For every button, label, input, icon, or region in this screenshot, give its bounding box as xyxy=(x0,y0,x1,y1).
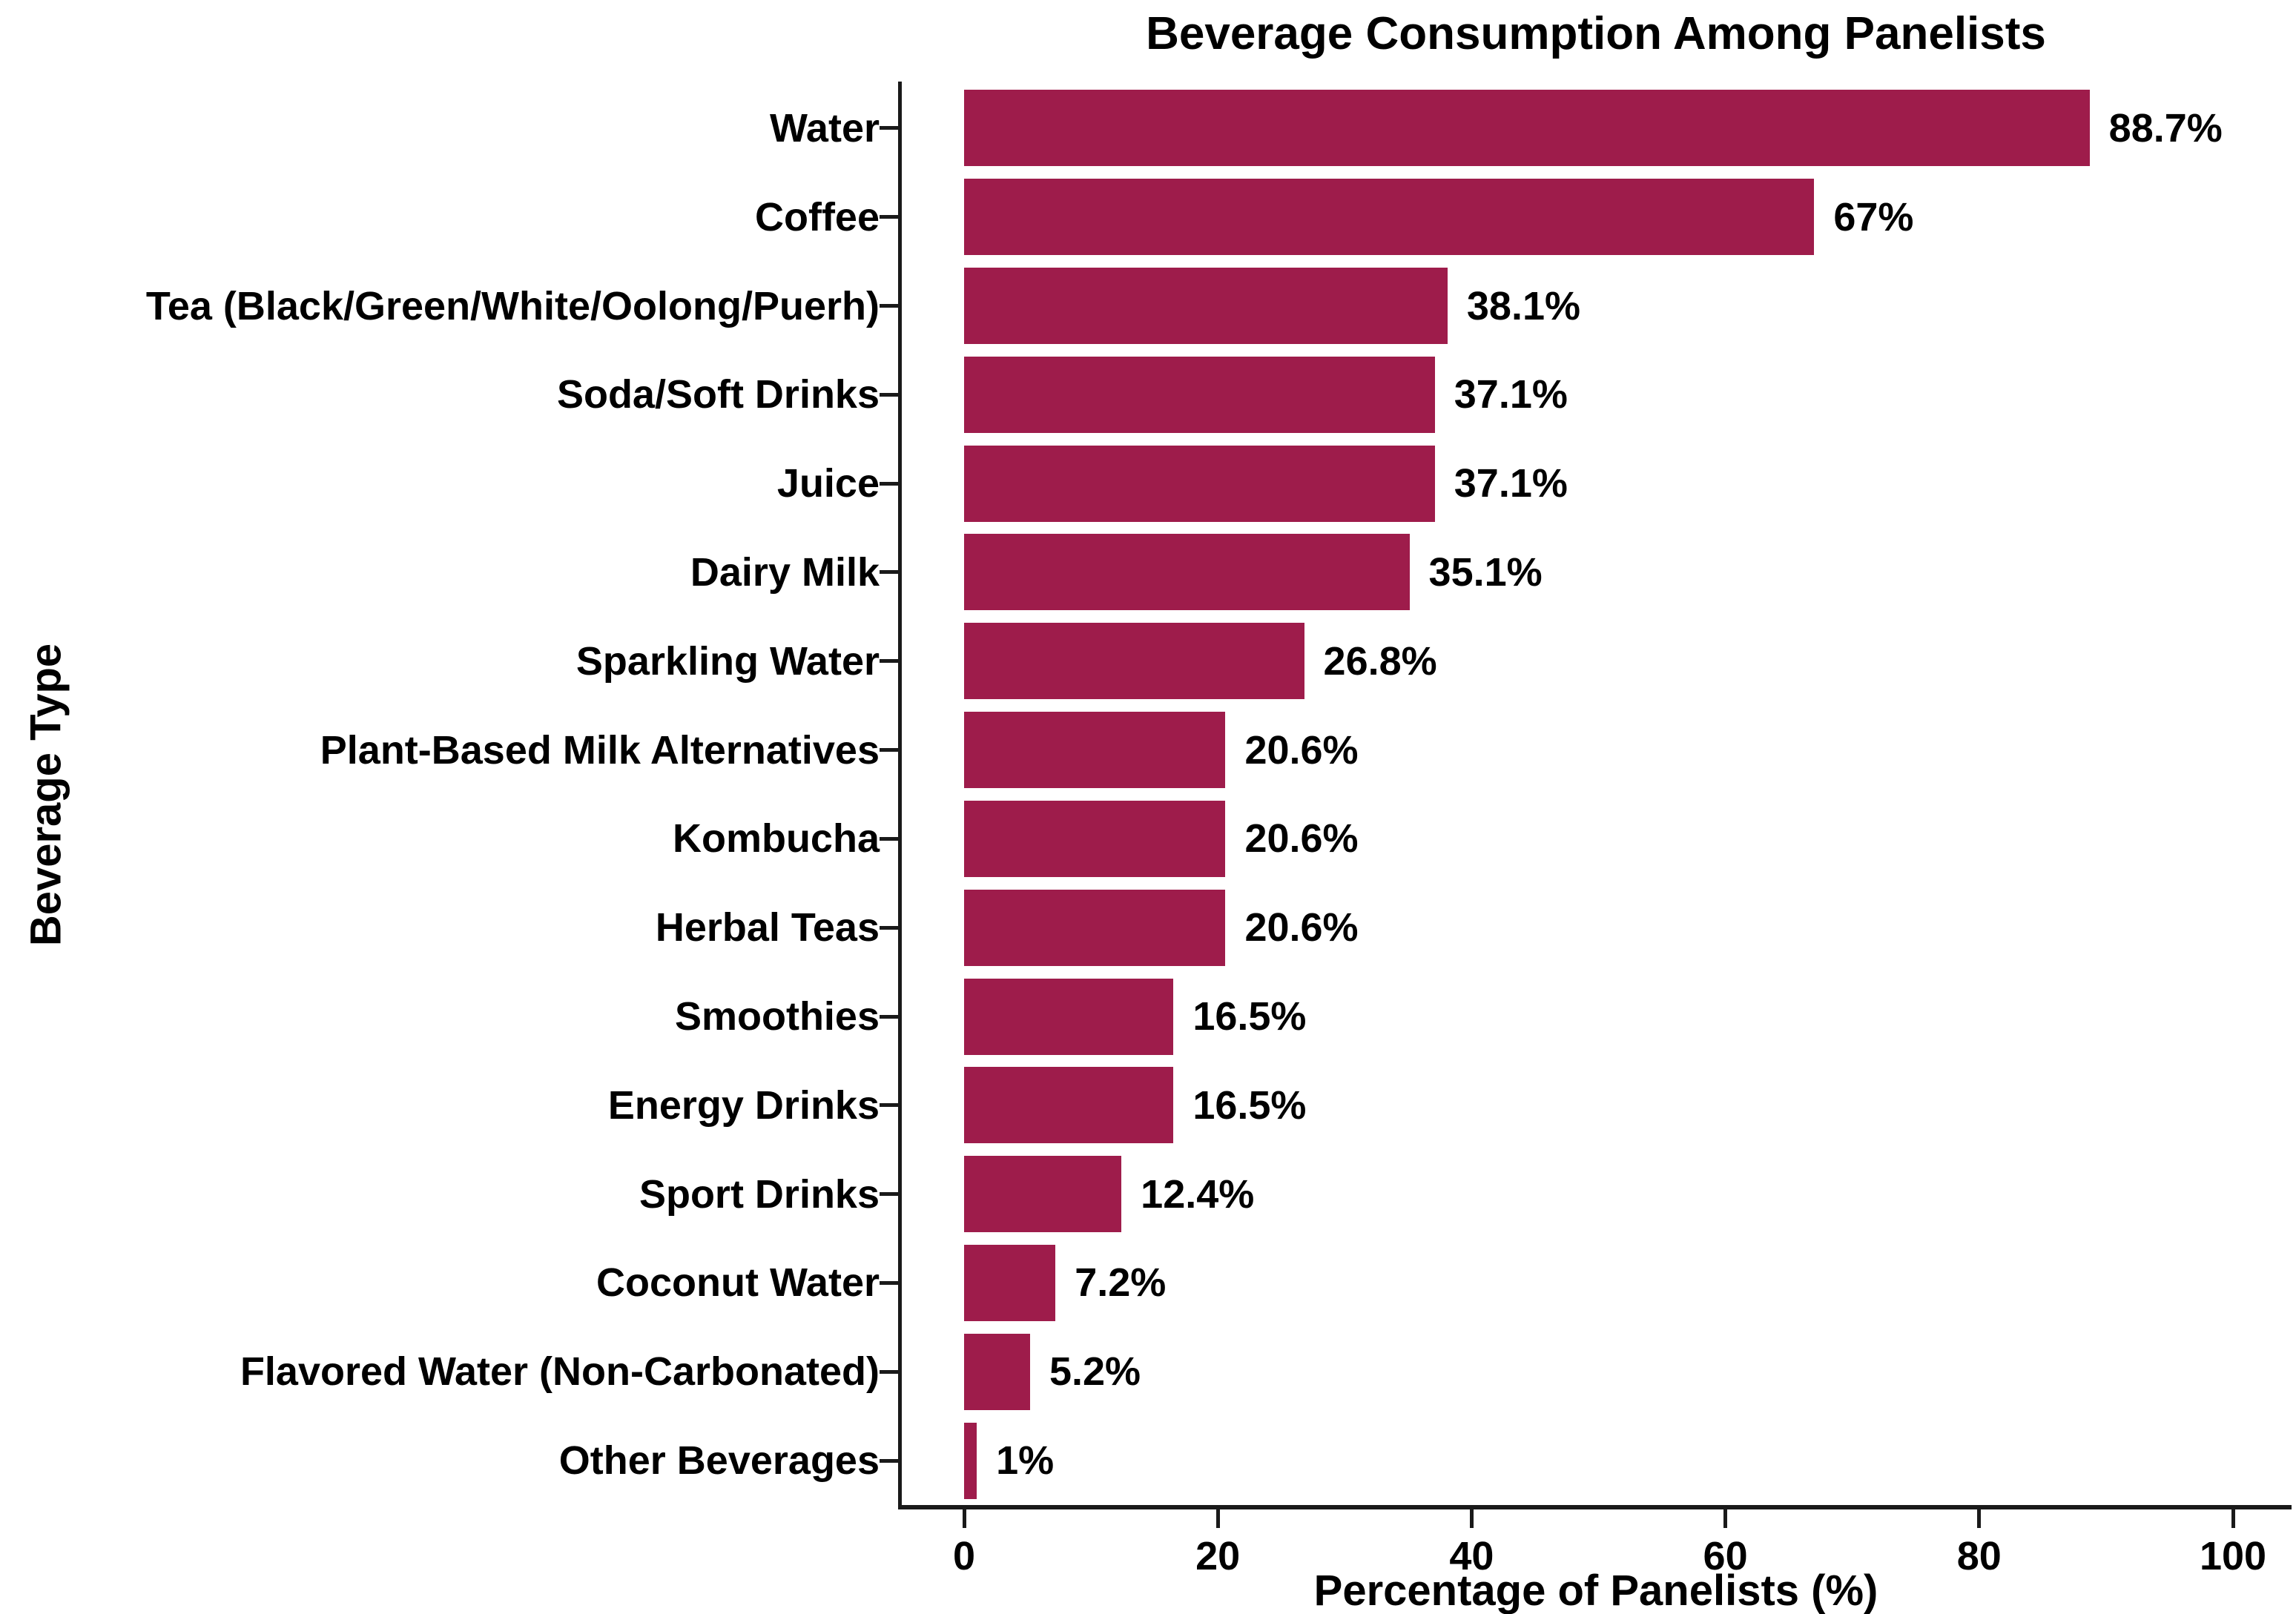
value-label: 20.6% xyxy=(1244,905,1359,950)
category-label: Smoothies xyxy=(674,994,880,1039)
y-axis-tick xyxy=(880,304,898,308)
x-axis-title: Percentage of Panelists (%) xyxy=(1313,1567,1878,1614)
category-label: Tea (Black/Green/White/Oolong/Puerh) xyxy=(145,283,880,328)
y-axis-tick xyxy=(880,1280,898,1285)
x-axis-tick-label: 80 xyxy=(1956,1534,2002,1578)
category-label: Coconut Water xyxy=(596,1260,880,1306)
category-label: Herbal Teas xyxy=(655,905,880,950)
value-label: 67% xyxy=(1833,194,1914,239)
y-axis-tick xyxy=(880,1369,898,1374)
x-axis-tick-label: 100 xyxy=(2199,1534,2267,1578)
bar xyxy=(964,179,1815,256)
value-label: 35.1% xyxy=(1428,549,1543,595)
value-label: 16.5% xyxy=(1192,994,1307,1039)
bar xyxy=(964,623,1304,700)
y-axis-tick xyxy=(880,570,898,575)
y-axis-tick xyxy=(880,392,898,397)
category-label: Sparkling Water xyxy=(575,638,880,684)
x-axis-tick xyxy=(1977,1509,1982,1528)
bar xyxy=(964,800,1226,877)
category-label: Plant-Based Milk Alternatives xyxy=(320,727,880,773)
y-axis-title: Beverage Type xyxy=(22,643,70,947)
category-label: Energy Drinks xyxy=(607,1082,880,1128)
value-label: 5.2% xyxy=(1049,1349,1141,1395)
value-label: 20.6% xyxy=(1244,816,1359,861)
bar xyxy=(964,90,2090,167)
chart-title: Beverage Consumption Among Panelists xyxy=(1146,8,2046,59)
bar xyxy=(964,1067,1174,1144)
x-axis-tick xyxy=(1215,1509,1220,1528)
value-label: 37.1% xyxy=(1454,372,1568,417)
category-label: Kombucha xyxy=(672,816,880,861)
category-label: Flavored Water (Non-Carbonated) xyxy=(240,1349,880,1395)
x-axis-line xyxy=(898,1505,2292,1509)
value-label: 88.7% xyxy=(2108,105,2223,151)
bar xyxy=(964,889,1226,966)
y-axis-tick xyxy=(880,1103,898,1108)
x-axis-tick-label: 60 xyxy=(1703,1534,1748,1578)
bar xyxy=(964,534,1410,611)
y-axis-tick xyxy=(880,748,898,753)
bar xyxy=(964,1244,1056,1321)
x-axis-tick-label: 40 xyxy=(1449,1534,1494,1578)
x-axis-tick xyxy=(1469,1509,1474,1528)
y-axis-tick xyxy=(880,659,898,664)
bar xyxy=(964,1422,977,1499)
category-label: Other Beverages xyxy=(558,1438,880,1484)
x-axis-tick xyxy=(962,1509,966,1528)
category-label: Soda/Soft Drinks xyxy=(556,372,880,417)
x-axis-tick xyxy=(1723,1509,1728,1528)
bar xyxy=(964,1156,1122,1233)
x-axis-tick-label: 20 xyxy=(1195,1534,1241,1578)
value-label: 26.8% xyxy=(1323,638,1437,684)
category-label: Juice xyxy=(776,461,880,506)
y-axis-tick xyxy=(880,1458,898,1463)
bar xyxy=(964,268,1448,345)
y-axis-tick xyxy=(880,1014,898,1019)
bar xyxy=(964,445,1435,522)
y-axis-line xyxy=(898,82,902,1509)
bar xyxy=(964,356,1435,433)
value-label: 7.2% xyxy=(1075,1260,1167,1306)
bar xyxy=(964,712,1226,789)
category-label: Sport Drinks xyxy=(639,1171,880,1217)
y-axis-tick xyxy=(880,481,898,486)
value-label: 38.1% xyxy=(1466,283,1581,328)
category-label: Coffee xyxy=(754,194,880,239)
y-axis-tick xyxy=(880,836,898,841)
y-axis-tick xyxy=(880,126,898,130)
value-label: 1% xyxy=(996,1438,1055,1484)
x-axis-tick-label: 0 xyxy=(952,1534,976,1578)
y-axis-tick xyxy=(880,215,898,219)
bar xyxy=(964,978,1174,1055)
value-label: 12.4% xyxy=(1141,1171,1255,1217)
category-label: Water xyxy=(769,105,880,151)
category-label: Dairy Milk xyxy=(690,549,880,595)
value-label: 16.5% xyxy=(1192,1082,1307,1128)
value-label: 37.1% xyxy=(1454,461,1568,506)
value-label: 20.6% xyxy=(1244,727,1359,773)
y-axis-tick xyxy=(880,925,898,930)
y-axis-tick xyxy=(880,1192,898,1197)
x-axis-tick xyxy=(2231,1509,2235,1528)
bar xyxy=(964,1333,1030,1410)
